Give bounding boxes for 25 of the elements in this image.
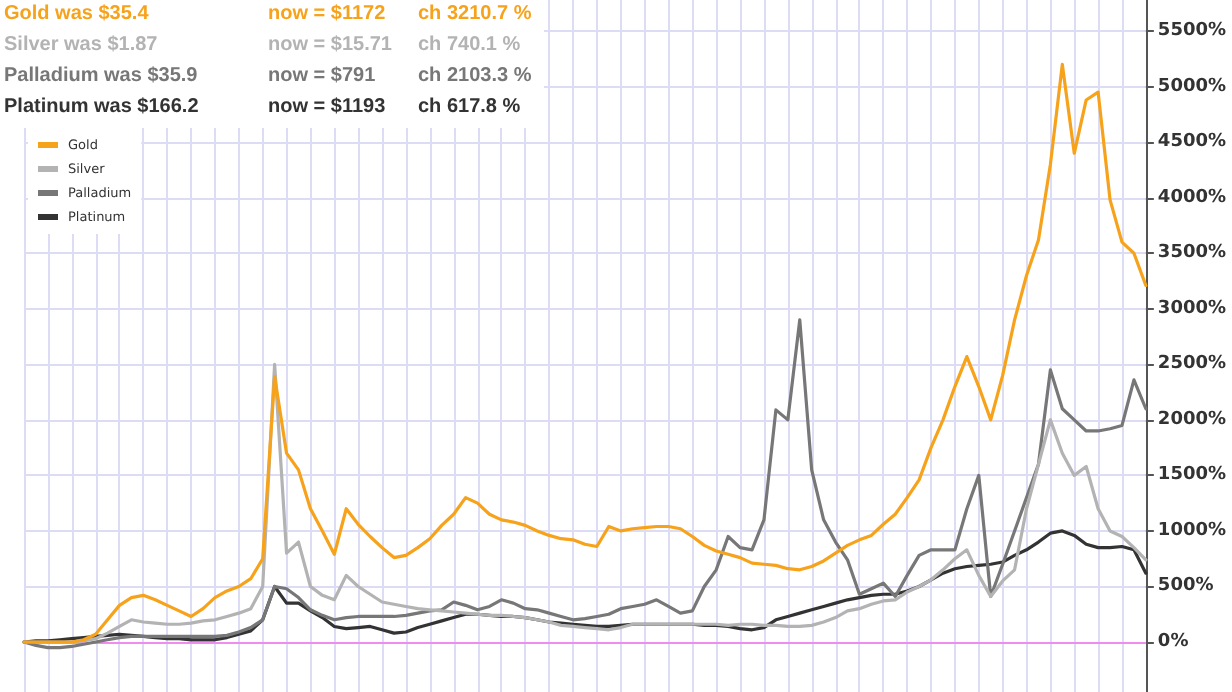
y-tick-label: 5500%: [1157, 21, 1227, 42]
annotation: ch 3210.7 %: [418, 3, 532, 25]
annotation: Palladium was $35.9: [4, 65, 199, 87]
y-tick-label: 0%: [1157, 632, 1189, 653]
y-tick-label: 2500%: [1157, 354, 1227, 375]
y-tick-label: 1500%: [1157, 465, 1227, 486]
line-series: [22, 318, 1148, 650]
annotation: now = $1172: [268, 3, 387, 25]
annotation: now = $1193: [268, 96, 387, 118]
y-tick-label: 1000%: [1157, 520, 1227, 541]
annotation: now = $791: [268, 65, 377, 87]
y-tick-label: 500%: [1157, 576, 1214, 597]
y-tick-label: 4500%: [1157, 132, 1227, 153]
annotation: now = $15.71: [268, 34, 393, 56]
annotation: ch 2103.3 %: [418, 65, 532, 87]
annotation: Silver was $1.87: [4, 34, 159, 56]
y-tick-label: 3500%: [1157, 243, 1227, 264]
y-tick-label: 4000%: [1157, 187, 1227, 208]
y-tick-label: 3000%: [1157, 298, 1227, 319]
y-tick-label: 5000%: [1157, 76, 1227, 97]
y-tick-label: 2000%: [1157, 409, 1227, 430]
annotation: ch 617.8 %: [418, 96, 521, 118]
annotation: Platinum was $166.2: [4, 96, 200, 118]
annotation: Gold was $35.4: [4, 3, 150, 25]
annotation: ch 740.1 %: [418, 34, 521, 56]
